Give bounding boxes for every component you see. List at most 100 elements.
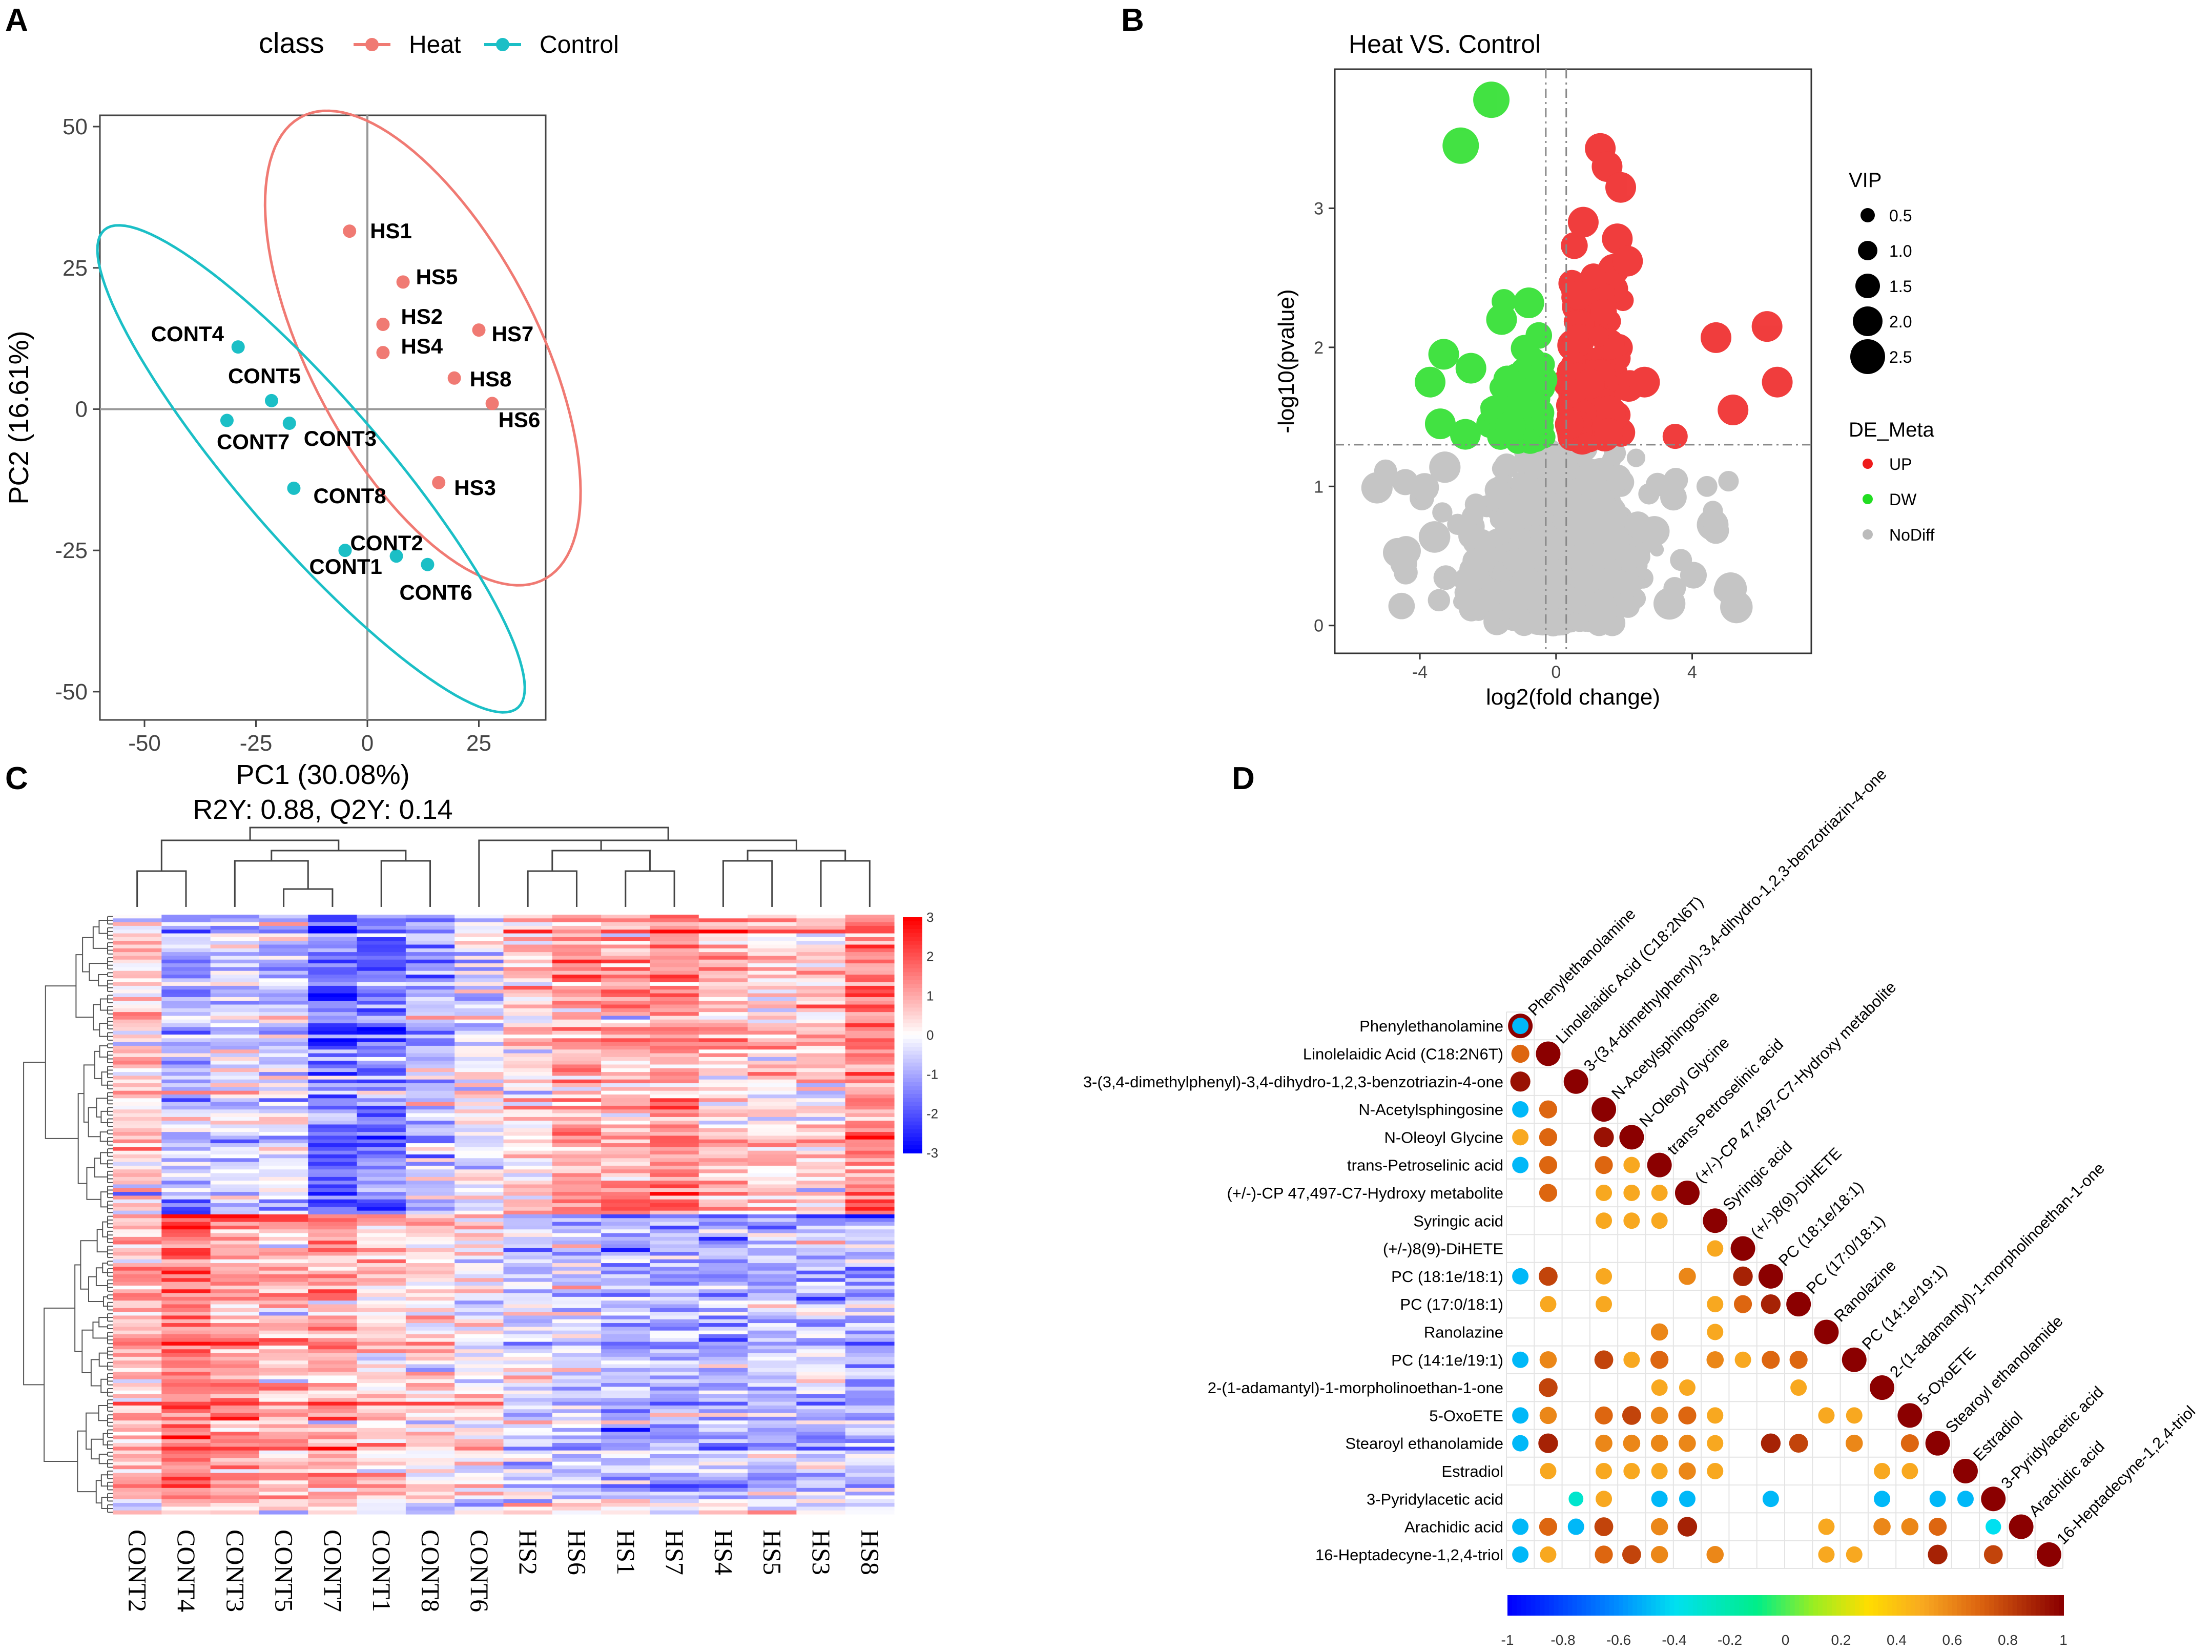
heatmap-cell xyxy=(210,1267,260,1271)
heatmap-cell xyxy=(259,1076,308,1080)
heatmap-cell xyxy=(259,1267,308,1271)
heatmap-cell xyxy=(845,922,895,926)
nodiff-point xyxy=(1428,589,1451,612)
heatmap-cell xyxy=(552,993,602,998)
heatmap-cell xyxy=(796,1154,846,1159)
heatmap-cell xyxy=(405,1387,455,1391)
heatmap-cell xyxy=(161,948,211,953)
heatmap-cell xyxy=(601,1327,651,1331)
heatmap-cell xyxy=(748,1308,797,1312)
heatmap-cell xyxy=(601,1282,651,1286)
heatmap-cell xyxy=(259,1300,308,1305)
heatmap-cell xyxy=(405,1042,455,1046)
heatmap-cell xyxy=(698,956,748,960)
heatmap-cell xyxy=(405,941,455,945)
heatmap-cell xyxy=(308,1401,358,1406)
heatmap-cell xyxy=(552,956,602,960)
heatmap-cell xyxy=(454,1090,504,1095)
heatmap-cell xyxy=(748,1267,797,1271)
heatmap-cell xyxy=(161,1267,211,1271)
heatmap-cell xyxy=(552,1001,602,1005)
heatmap-cell xyxy=(161,1016,211,1020)
heatmap-cell xyxy=(552,1072,602,1077)
heatmap-cell xyxy=(748,1061,797,1065)
heatmap-cell xyxy=(308,1124,358,1129)
heatmap-cell xyxy=(601,1222,651,1226)
heatmap-cell xyxy=(796,1420,846,1425)
heatmap-cell xyxy=(796,1413,846,1417)
size-legend-label: 2.5 xyxy=(1889,348,1912,366)
heatmap-cell xyxy=(357,952,406,957)
heatmap-cell xyxy=(357,1383,406,1387)
heatmap-cell xyxy=(796,1229,846,1234)
highlight-point xyxy=(1424,408,1456,440)
heatmap-cell xyxy=(308,1461,358,1466)
heatmap-cell xyxy=(405,1195,455,1200)
heatmap-cell xyxy=(308,1035,358,1039)
heatmap-cell xyxy=(601,1147,651,1151)
heatmap-cell xyxy=(698,1105,748,1110)
heatmap-cell xyxy=(357,1139,406,1144)
heatmap-cell xyxy=(601,985,651,990)
heatmap-cell xyxy=(454,1341,504,1346)
heatmap-cells xyxy=(113,915,895,1515)
heatmap-cell xyxy=(552,1128,602,1132)
heatmap-cell xyxy=(698,930,748,934)
heatmap-cell xyxy=(259,1379,308,1383)
heatmap-cell xyxy=(113,1338,162,1343)
heatmap-cell xyxy=(796,1181,846,1185)
heatmap-cell xyxy=(113,1079,162,1084)
heatmap-cell xyxy=(698,1150,748,1155)
heatmap-cell xyxy=(650,1447,699,1451)
heatmap-cell xyxy=(698,1023,748,1027)
heatmap-cell xyxy=(113,1252,162,1256)
heatmap-cell xyxy=(161,975,211,979)
heatmap-cell xyxy=(503,997,553,1001)
heatmap-cell xyxy=(650,1053,699,1058)
heatmap-cell xyxy=(552,1113,602,1118)
heatmap-cell xyxy=(405,993,455,998)
heatmap-cell xyxy=(454,1192,504,1196)
heatmap-cell xyxy=(454,1181,504,1185)
heatmap-cell xyxy=(454,1293,504,1297)
heatmap-cell xyxy=(503,933,553,938)
heatmap-cell xyxy=(552,1045,602,1050)
nodiff-point xyxy=(1624,511,1651,539)
heatmap-cell xyxy=(796,1199,846,1204)
heatmap-cell xyxy=(454,1023,504,1027)
heatmap-cell xyxy=(405,1241,455,1245)
heatmap-cell xyxy=(503,1083,553,1087)
heatmap-cell xyxy=(698,1334,748,1338)
heatmap-cell xyxy=(650,1465,699,1470)
heatmap-cell xyxy=(113,1207,162,1211)
heatmap-cell xyxy=(405,1334,455,1338)
heatmap-cell xyxy=(503,1409,553,1414)
heatmap-cell xyxy=(454,1035,504,1039)
heatmap-cell xyxy=(552,1413,602,1417)
heatmap-cell xyxy=(259,1341,308,1346)
heatmap-cell xyxy=(161,1469,211,1474)
point-label: HS7 xyxy=(492,322,534,346)
heatmap-cell xyxy=(503,1105,553,1110)
heatmap-cell xyxy=(503,1285,553,1290)
heatmap-cell xyxy=(259,1169,308,1174)
heatmap-cell xyxy=(503,967,553,972)
heatmap-cell xyxy=(454,1248,504,1252)
heatmap-cell xyxy=(259,1394,308,1398)
heatmap-cell xyxy=(113,1214,162,1219)
heatmap-cell xyxy=(161,952,211,957)
heatmap-cell xyxy=(357,1360,406,1365)
heatmap-cell xyxy=(845,1398,895,1402)
heatmap-cell xyxy=(796,982,846,986)
heatmap-cell xyxy=(113,1192,162,1196)
heatmap-cell xyxy=(698,1008,748,1013)
heatmap-cell xyxy=(113,922,162,926)
heatmap-cell xyxy=(796,963,846,967)
heatmap-cell xyxy=(503,1225,553,1230)
nodiff-point xyxy=(1526,510,1542,527)
heatmap-cell xyxy=(454,1218,504,1223)
heatmap-cell xyxy=(845,1004,895,1009)
heatmap-cell xyxy=(210,1334,260,1338)
heatmap-cell xyxy=(552,1207,602,1211)
heatmap-cell xyxy=(308,1053,358,1058)
